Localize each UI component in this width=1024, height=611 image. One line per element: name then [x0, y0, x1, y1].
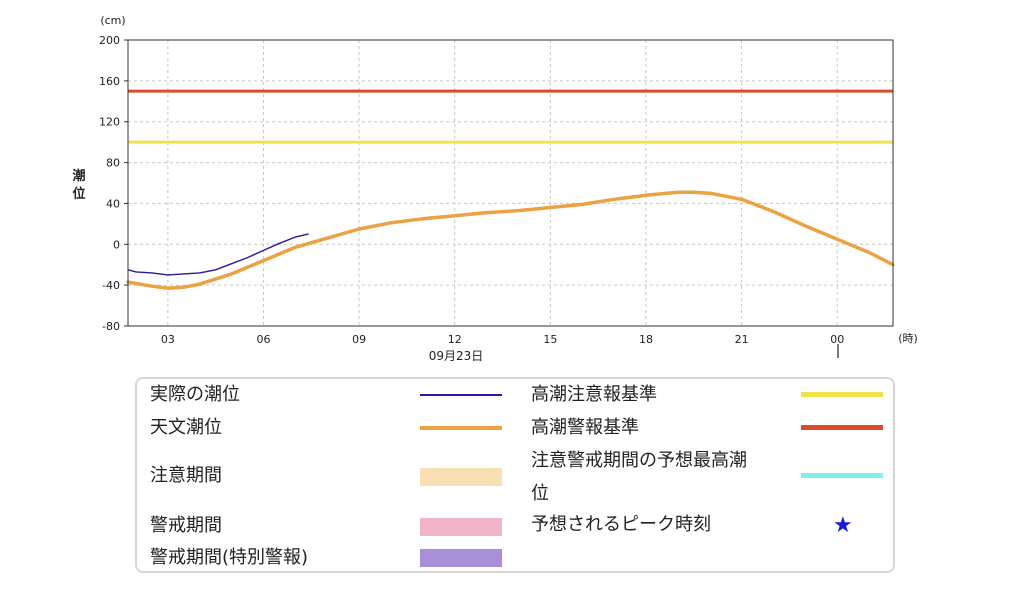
y-tick-label: 80	[106, 157, 120, 170]
legend-label-forecast-max-line1: 注意警戒期間の予想最高潮	[531, 450, 747, 471]
x-tick-label: 09	[352, 333, 366, 346]
legend-label-actual: 実際の潮位	[150, 384, 240, 405]
x-tick-label: 15	[543, 333, 557, 346]
legend-label-peak-time: 予想されるピーク時刻	[531, 514, 711, 535]
x-tick-label: 06	[256, 333, 270, 346]
series-line-astronomical	[126, 190, 895, 290]
grid	[124, 39, 893, 327]
y-tick-label: 0	[113, 238, 120, 251]
legend-swatch-astronomical	[420, 426, 502, 430]
legend-label-warning-period: 警戒期間	[150, 515, 222, 536]
y-tick-label: 160	[99, 75, 120, 88]
legend-swatch-actual	[420, 394, 502, 396]
y-tick-label: -80	[102, 320, 120, 333]
plot-frame	[127, 39, 894, 327]
peak-star-icon: ★	[833, 513, 853, 538]
legend-label-advisory-criterion: 高潮注意報基準	[531, 384, 657, 405]
threshold-lines	[128, 89, 893, 144]
x-tick-label: 03	[161, 333, 175, 346]
x-tick-label: 12	[448, 333, 462, 346]
x-tick-label: 00	[830, 333, 844, 346]
x-tick-labels: 03 06 09 12 15 18 21 00	[161, 333, 844, 346]
y-tick-label: 120	[99, 116, 120, 129]
x-tick-label: 21	[735, 333, 749, 346]
legend-swatch-special-warning-period	[420, 549, 502, 567]
y-axis-label: 潮位	[72, 168, 85, 202]
legend-swatch-caution-period	[420, 468, 502, 486]
y-tick-label: 40	[106, 197, 120, 210]
x-unit-label: (時)	[898, 332, 918, 345]
legend-swatch-advisory-criterion	[801, 392, 883, 397]
legend-label-warning-criterion: 高潮警報基準	[531, 417, 639, 438]
y-axis-label-char: 潮	[72, 168, 85, 184]
y-axis-label-char: 位	[72, 186, 85, 202]
series-line-actual	[127, 233, 309, 276]
legend-swatch-warning-period	[420, 518, 502, 536]
legend: 実際の潮位 天文潮位 注意期間 警戒期間 警戒期間(特別警報) 高潮注意報基準 …	[135, 377, 895, 573]
legend-swatch-forecast-max	[801, 473, 883, 478]
y-tick-label: 200	[99, 34, 120, 47]
legend-label-caution-period: 注意期間	[150, 465, 222, 486]
legend-swatch-warning-criterion	[801, 425, 883, 430]
legend-label-astronomical: 天文潮位	[150, 417, 222, 438]
x-tick-label: 18	[639, 333, 653, 346]
y-unit-label: (cm)	[100, 14, 125, 27]
legend-label-forecast-max-line2: 位	[531, 483, 549, 504]
y-tick-label: -40	[102, 279, 120, 292]
y-tick-labels: 200 160 120 80 40 0 -40 -80	[99, 34, 120, 333]
legend-label-special-warning-period: 警戒期間(特別警報)	[150, 547, 309, 568]
date-label: 09月23日	[429, 349, 484, 363]
series-lines	[126, 190, 895, 290]
